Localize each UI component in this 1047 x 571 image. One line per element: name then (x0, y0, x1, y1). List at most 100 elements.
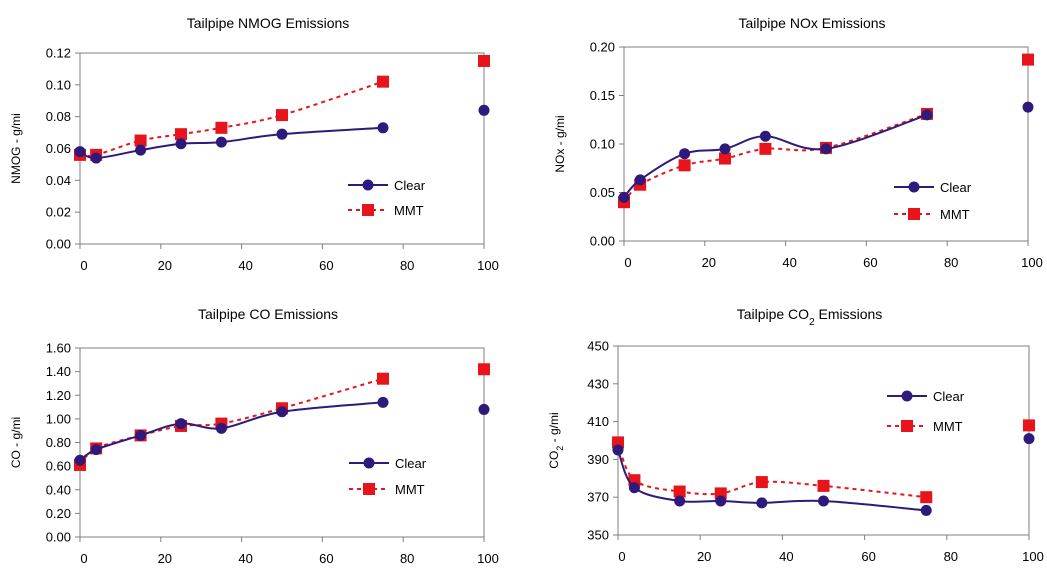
y-tick-label: 0.20 (590, 40, 615, 55)
point-mmt (377, 75, 389, 88)
point-mmt-isolated (1023, 419, 1035, 432)
legend-marker-clear (908, 181, 920, 193)
point-mmt-isolated (478, 363, 490, 376)
y-tick-label: 0.12 (46, 46, 71, 61)
x-tick-label: 60 (861, 549, 875, 564)
point-mmt (377, 372, 389, 385)
point-mmt (920, 491, 933, 504)
y-tick-label: 350 (587, 528, 609, 543)
x-tick-label: 40 (238, 258, 252, 273)
x-tick-label: 0 (618, 549, 625, 564)
x-tick-label: 80 (400, 258, 414, 273)
legend-box (888, 174, 1000, 224)
point-clear (215, 136, 227, 148)
point-clear (377, 122, 389, 134)
y-tick-label: 1.20 (46, 388, 71, 403)
y-tick-label: 0.04 (46, 173, 71, 188)
line-mmt (623, 112, 928, 203)
y-tick-label: 0.05 (590, 185, 615, 200)
x-tick-label: 100 (1022, 549, 1044, 564)
point-mmt-isolated (478, 54, 490, 67)
legend-label-clear: Clear (940, 180, 972, 195)
point-clear (276, 128, 288, 140)
legend-box (881, 383, 991, 436)
point-mmt (215, 121, 228, 134)
point-clear-isolated (478, 104, 490, 116)
x-tick-label: 20 (697, 549, 711, 564)
line-mmt (617, 441, 927, 499)
point-mmt (276, 109, 288, 122)
y-axis-label: CO - g/mi (9, 417, 23, 468)
x-tick-label: 0 (624, 255, 631, 270)
legend-marker-mmt (362, 204, 374, 216)
line-clear (79, 401, 384, 462)
x-tick-label: 100 (477, 551, 499, 566)
y-tick-label: 0.80 (46, 435, 71, 450)
point-mmt (134, 134, 147, 147)
chart-panel-4: Tailpipe CO2 Emissions 350 370 390 410 430 450… (547, 306, 1044, 564)
point-clear (74, 146, 86, 158)
x-tick-label: 80 (944, 255, 958, 270)
point-clear (175, 138, 187, 150)
chart-panel-2: Tailpipe NOx Emissions 0.00 0.05 0.10 0.15 0.… (553, 15, 1043, 270)
line-clear (623, 113, 928, 199)
chart-title: Tailpipe CO2 Emissions (737, 306, 883, 328)
y-tick-label: 0.00 (590, 234, 615, 249)
y-axis-label: NMOG - g/mi (9, 113, 23, 184)
y-tick-label: 390 (587, 452, 609, 467)
legend-marker-clear (362, 179, 374, 191)
x-tick-label: 60 (319, 258, 333, 273)
point-mmt (175, 128, 187, 141)
legend-label-clear: Clear (394, 178, 426, 193)
point-clear (921, 109, 933, 121)
series-clear (74, 104, 490, 164)
chart-panel-3: Tailpipe CO Emissions 0.00 0.20 0.40 0.60 0.8… (9, 306, 499, 566)
y-tick-label: 0.00 (46, 530, 71, 545)
y-tick-label: 0.40 (46, 482, 71, 497)
line-clear (79, 126, 384, 160)
point-clear (276, 406, 288, 418)
point-clear (920, 504, 932, 516)
legend-label-mmt: MMT (394, 203, 424, 218)
point-clear (628, 482, 640, 494)
point-mmt (719, 152, 731, 165)
line-mmt (79, 80, 384, 157)
point-clear (674, 495, 686, 507)
series-clear (612, 433, 1035, 516)
chart-panel-1: Tailpipe NMOG Emissions 0.00 0.02 0.04 0.06 0… (9, 15, 499, 273)
point-clear (215, 422, 227, 434)
legend-marker-mmt (363, 483, 375, 495)
y-tick-label: 0.02 (46, 205, 71, 220)
point-clear (715, 495, 727, 507)
point-clear (634, 174, 646, 186)
point-clear (377, 396, 389, 408)
y-tick-label: 1.00 (46, 411, 71, 426)
series-clear (618, 101, 1034, 203)
point-mmt (755, 476, 768, 489)
y-tick-label: 0.20 (46, 506, 71, 521)
y-tick-label: 0.10 (590, 137, 615, 152)
x-tick-label: 60 (863, 255, 877, 270)
legend: Clear MMT (888, 174, 1000, 224)
point-mmt-isolated (1022, 53, 1034, 66)
legend-marker-clear (363, 457, 375, 469)
point-clear (135, 144, 147, 156)
point-clear-isolated (1022, 101, 1034, 113)
y-tick-label: 0.08 (46, 109, 71, 124)
y-tick-label: 410 (587, 414, 609, 429)
legend-marker-mmt (908, 208, 920, 220)
point-clear (612, 444, 624, 456)
y-tick-label: 1.60 (46, 341, 71, 356)
x-tick-label: 20 (158, 258, 172, 273)
legend: Clear MMT (342, 172, 460, 220)
chart-title: Tailpipe CO Emissions (198, 306, 338, 322)
point-clear (618, 191, 630, 203)
x-tick-label: 40 (238, 551, 252, 566)
point-clear (719, 143, 731, 155)
legend-label-mmt: MMT (940, 207, 970, 222)
y-tick-label: 1.40 (46, 364, 71, 379)
legend-box (343, 450, 452, 499)
legend-marker-mmt (901, 420, 913, 432)
y-tick-label: 0.15 (590, 88, 615, 103)
